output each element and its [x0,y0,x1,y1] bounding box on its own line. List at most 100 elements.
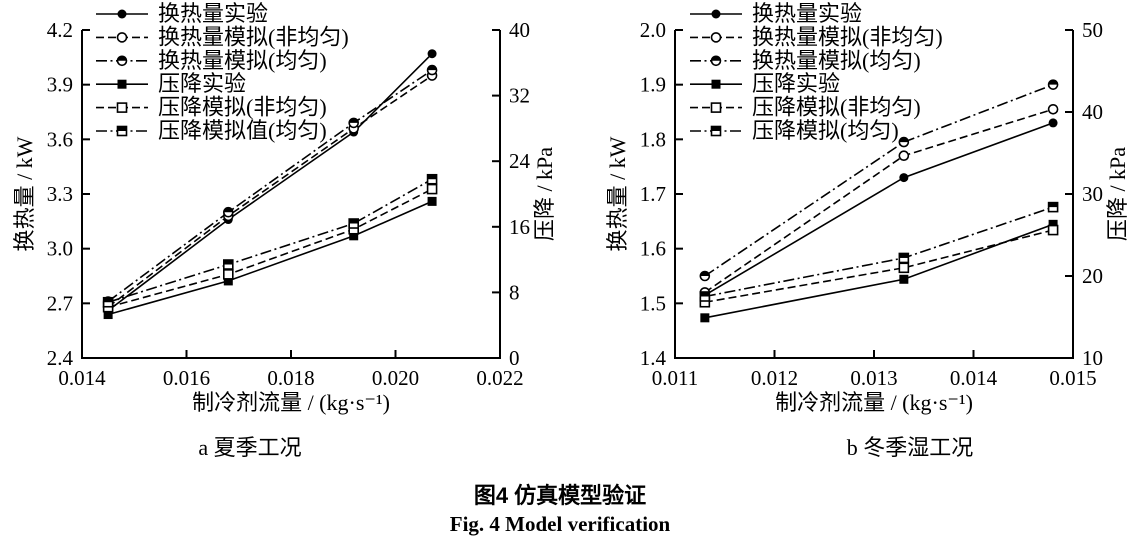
marker-square-open [116,102,128,113]
legend-label: 换热量模拟(均匀) [158,48,327,73]
series-line [107,178,433,304]
y-left-tick-label: 2.0 [640,18,666,42]
marker-square-half-fill [899,253,909,258]
axis-frame [674,30,1074,359]
marker-square-half-fill [711,126,721,131]
marker-square-filled [103,310,113,320]
y-left-tick-label: 2.7 [47,291,73,315]
marker-square-filled [700,313,710,323]
marker-square-half-fill [1048,202,1058,208]
y-left-tick-label: 1.7 [640,182,666,206]
y-left-tick-label: 4.2 [47,18,73,42]
marker-square-filled [117,79,127,89]
legend-item: 压降实验 [690,71,840,96]
y-right-axis-label: 压降 / kPa [532,147,557,241]
marker-circle-half-fill [700,271,710,276]
legend-label: 换热量模拟(非均匀) [752,24,943,49]
marker-square-half-fill [349,219,359,224]
legend-item: 换热量实验 [690,1,862,26]
series-line [107,74,433,308]
legend-item: 压降实验 [96,71,246,96]
y-right-tick-label: 50 [1082,18,1103,42]
y-right-tick-label: 24 [509,149,531,173]
series-压降模拟(均匀) [699,201,1059,302]
y-left-tick-label: 1.6 [640,237,666,261]
legend-label: 换热量模拟(非均匀) [158,24,349,49]
y-left-tick-label: 3.0 [47,237,73,261]
marker-circle-half-fill [117,56,127,61]
x-tick-label: 0.020 [372,366,419,390]
marker-circle-half-fill [711,56,721,61]
marker-circle-open [116,32,128,43]
legend-item: 换热量模拟(非均匀) [96,24,349,49]
legend-label: 换热量实验 [158,1,268,26]
y-left-axis-label: 换热量 / kW [605,136,630,251]
y-left-tick-label: 3.6 [47,127,73,151]
x-tick-label: 0.022 [476,366,523,390]
y-right-tick-label: 40 [509,18,530,42]
legend-label: 换热量模拟(均匀) [752,48,921,73]
legend-item: 压降模拟值(均匀) [96,118,327,143]
legend-item: 压降模拟(非均匀) [96,95,327,120]
marker-circle-filled [117,9,127,19]
marker-circle-half-fill [899,137,909,143]
x-tick-label: 0.014 [58,366,106,390]
series-换热量模拟(均匀) [699,79,1059,282]
y-right-tick-label: 20 [1082,264,1103,288]
series-line [704,83,1054,277]
y-left-tick-label: 2.4 [47,346,74,370]
marker-square-filled [711,79,721,89]
marker-square-open [898,262,910,274]
x-axis-label: 制冷剂流量 / (kg·s⁻¹) [192,390,390,415]
marker-circle-half-fill [1048,80,1058,85]
marker-square-filled [349,231,359,241]
y-left-tick-label: 3.3 [47,182,73,206]
marker-square-open [710,102,722,113]
legend-label: 压降实验 [752,71,840,96]
marker-square-open [426,183,438,195]
marker-square-open [1047,224,1059,236]
series-line [107,53,433,312]
y-left-tick-label: 1.5 [640,291,666,315]
legend-label: 压降模拟(均匀) [752,118,899,143]
legend-item: 换热量模拟(均匀) [690,48,921,73]
y-right-tick-label: 8 [509,280,520,304]
x-tick-label: 0.015 [1049,366,1096,390]
marker-circle-filled [1048,118,1058,128]
series-line [704,206,1054,298]
marker-circle-open [1047,103,1059,115]
legend-label: 压降模拟(非均匀) [158,95,327,120]
series-line [704,229,1054,304]
legend-label: 换热量实验 [752,1,862,26]
chart-summer-condition: 0.014 0.016 0.018 0.020 0.022 2.4 2.7 3.0 3.3 3.6… [12,1,557,415]
legend-label: 压降模拟值(均匀) [158,118,327,143]
axes [674,30,1074,359]
marker-circle-filled [711,9,721,19]
y-right-tick-label: 30 [1082,182,1103,206]
marker-square-half-fill [427,174,437,180]
series-line [704,223,1054,319]
y-right-axis-label: 压降 / kPa [1105,147,1130,241]
marker-square-half-fill [700,292,710,297]
legend-label: 压降模拟(非均匀) [752,95,921,120]
marker-circle-half-fill [427,65,437,71]
y-left-tick-label: 3.9 [47,73,73,97]
x-tick-label: 0.011 [652,366,698,390]
series-压降模拟(非均匀) [699,224,1059,308]
y-right-tick-label: 10 [1082,346,1103,370]
chart-winter-wet-condition: 0.011 0.012 0.013 0.014 0.015 1.4 1.5 1.6 1.7 1.8… [605,1,1130,415]
legend: 换热量实验换热量模拟(非均匀)换热量模拟(均匀)压降实验压降模拟(非均匀)压降模… [96,1,349,143]
x-tick-label: 0.014 [950,366,998,390]
marker-circle-filled [427,49,437,59]
sub-caption-b: b 冬季湿工况 [846,435,974,460]
x-tick-label: 0.013 [850,366,897,390]
marker-square-half-fill [103,297,113,303]
marker-square-half-fill [223,260,233,265]
y-left-axis-label: 换热量 / kW [12,136,37,251]
series-line [107,188,433,308]
x-tick-label: 0.012 [751,366,798,390]
legend: 换热量实验换热量模拟(非均匀)换热量模拟(均匀)压降实验压降模拟(非均匀)压降模… [690,1,943,143]
marker-square-filled [1048,219,1058,229]
legend-item: 换热量模拟(均匀) [96,48,327,73]
